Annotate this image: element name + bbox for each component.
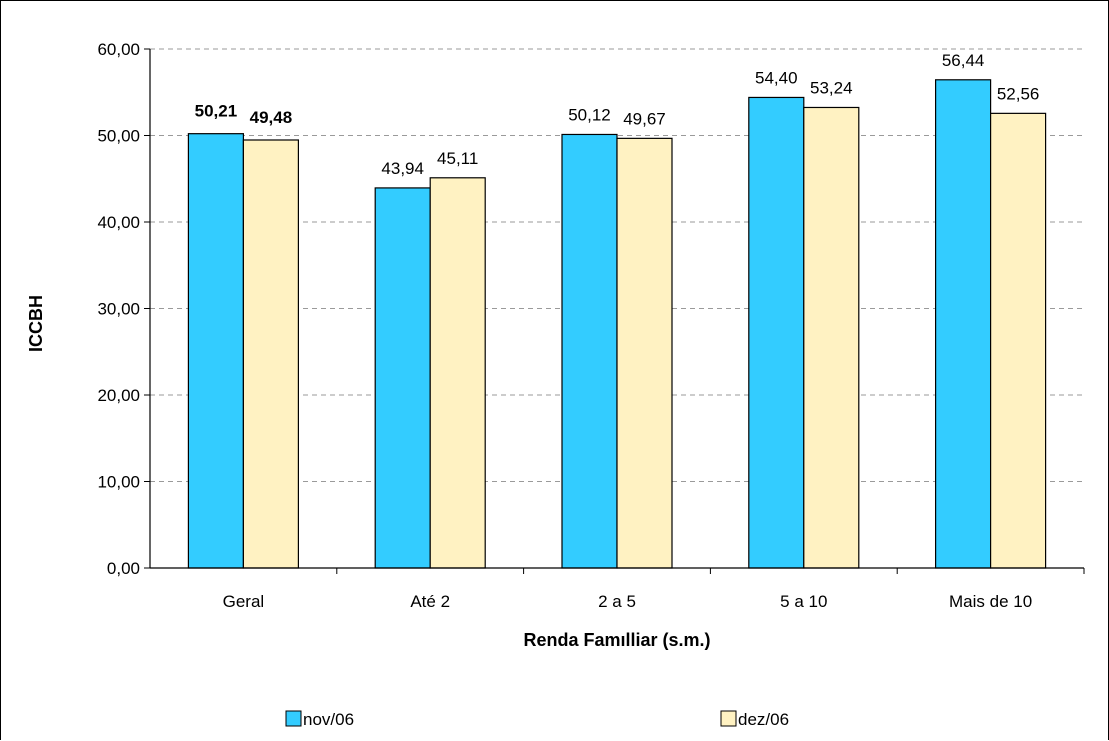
bar <box>616 137 673 569</box>
bar <box>242 139 299 569</box>
category-label: Mais de 10 <box>949 592 1032 611</box>
axes <box>149 49 1084 569</box>
legend-label: dez/06 <box>738 710 789 729</box>
data-label: 45,11 <box>437 149 478 168</box>
legend-swatch <box>285 710 302 727</box>
bar <box>803 106 860 569</box>
y-tick-label: 10,00 <box>97 473 140 492</box>
y-axis-title: ICCBH <box>26 295 46 352</box>
legend: nov/06 dez/06 <box>285 710 789 729</box>
bar <box>748 96 805 569</box>
data-label: 43,94 <box>381 159 424 178</box>
category-label: 5 a 10 <box>780 592 827 611</box>
bars <box>187 79 1047 569</box>
bar <box>934 79 992 569</box>
data-label: 50,12 <box>568 105 611 124</box>
category-label: Até 2 <box>410 592 450 611</box>
data-label: 49,67 <box>623 109 666 128</box>
data-label: 52,56 <box>997 84 1040 103</box>
y-tick-label: 30,00 <box>97 300 140 319</box>
data-label: 50,21 <box>195 102 238 121</box>
bar <box>989 112 1047 569</box>
legend-item: nov/06 <box>285 710 354 729</box>
y-axis-tick-labels: 0,00 10,00 20,00 30,00 40,00 50,00 60,00 <box>97 40 140 578</box>
y-tick-label: 40,00 <box>97 213 140 232</box>
category-label: Geral <box>223 592 265 611</box>
gridlines <box>144 48 1084 569</box>
legend-item: dez/06 <box>720 710 789 729</box>
data-label: 56,44 <box>942 51 985 70</box>
data-label: 49,48 <box>250 108 293 127</box>
data-label: 53,24 <box>810 78 853 97</box>
legend-label: nov/06 <box>303 710 354 729</box>
x-axis-title: Renda Famılliar (s.m.) <box>523 630 710 650</box>
y-tick-label: 50,00 <box>97 127 140 146</box>
legend-swatch <box>720 710 737 727</box>
data-labels: 50,21 49,48 43,94 45,11 50,12 49,67 54,40 53,24… <box>195 51 1040 178</box>
bar <box>429 177 486 569</box>
y-tick-label: 60,00 <box>97 40 140 59</box>
data-label: 54,40 <box>755 68 798 87</box>
y-tick-label: 20,00 <box>97 386 140 405</box>
y-tick-label: 0,00 <box>107 559 140 578</box>
bar <box>187 133 244 569</box>
x-axis-category-labels: Geral Até 2 2 a 5 5 a 10 Mais de 10 <box>223 568 1085 611</box>
bar <box>374 187 431 569</box>
category-label: 2 a 5 <box>598 592 636 611</box>
bar <box>561 133 618 569</box>
